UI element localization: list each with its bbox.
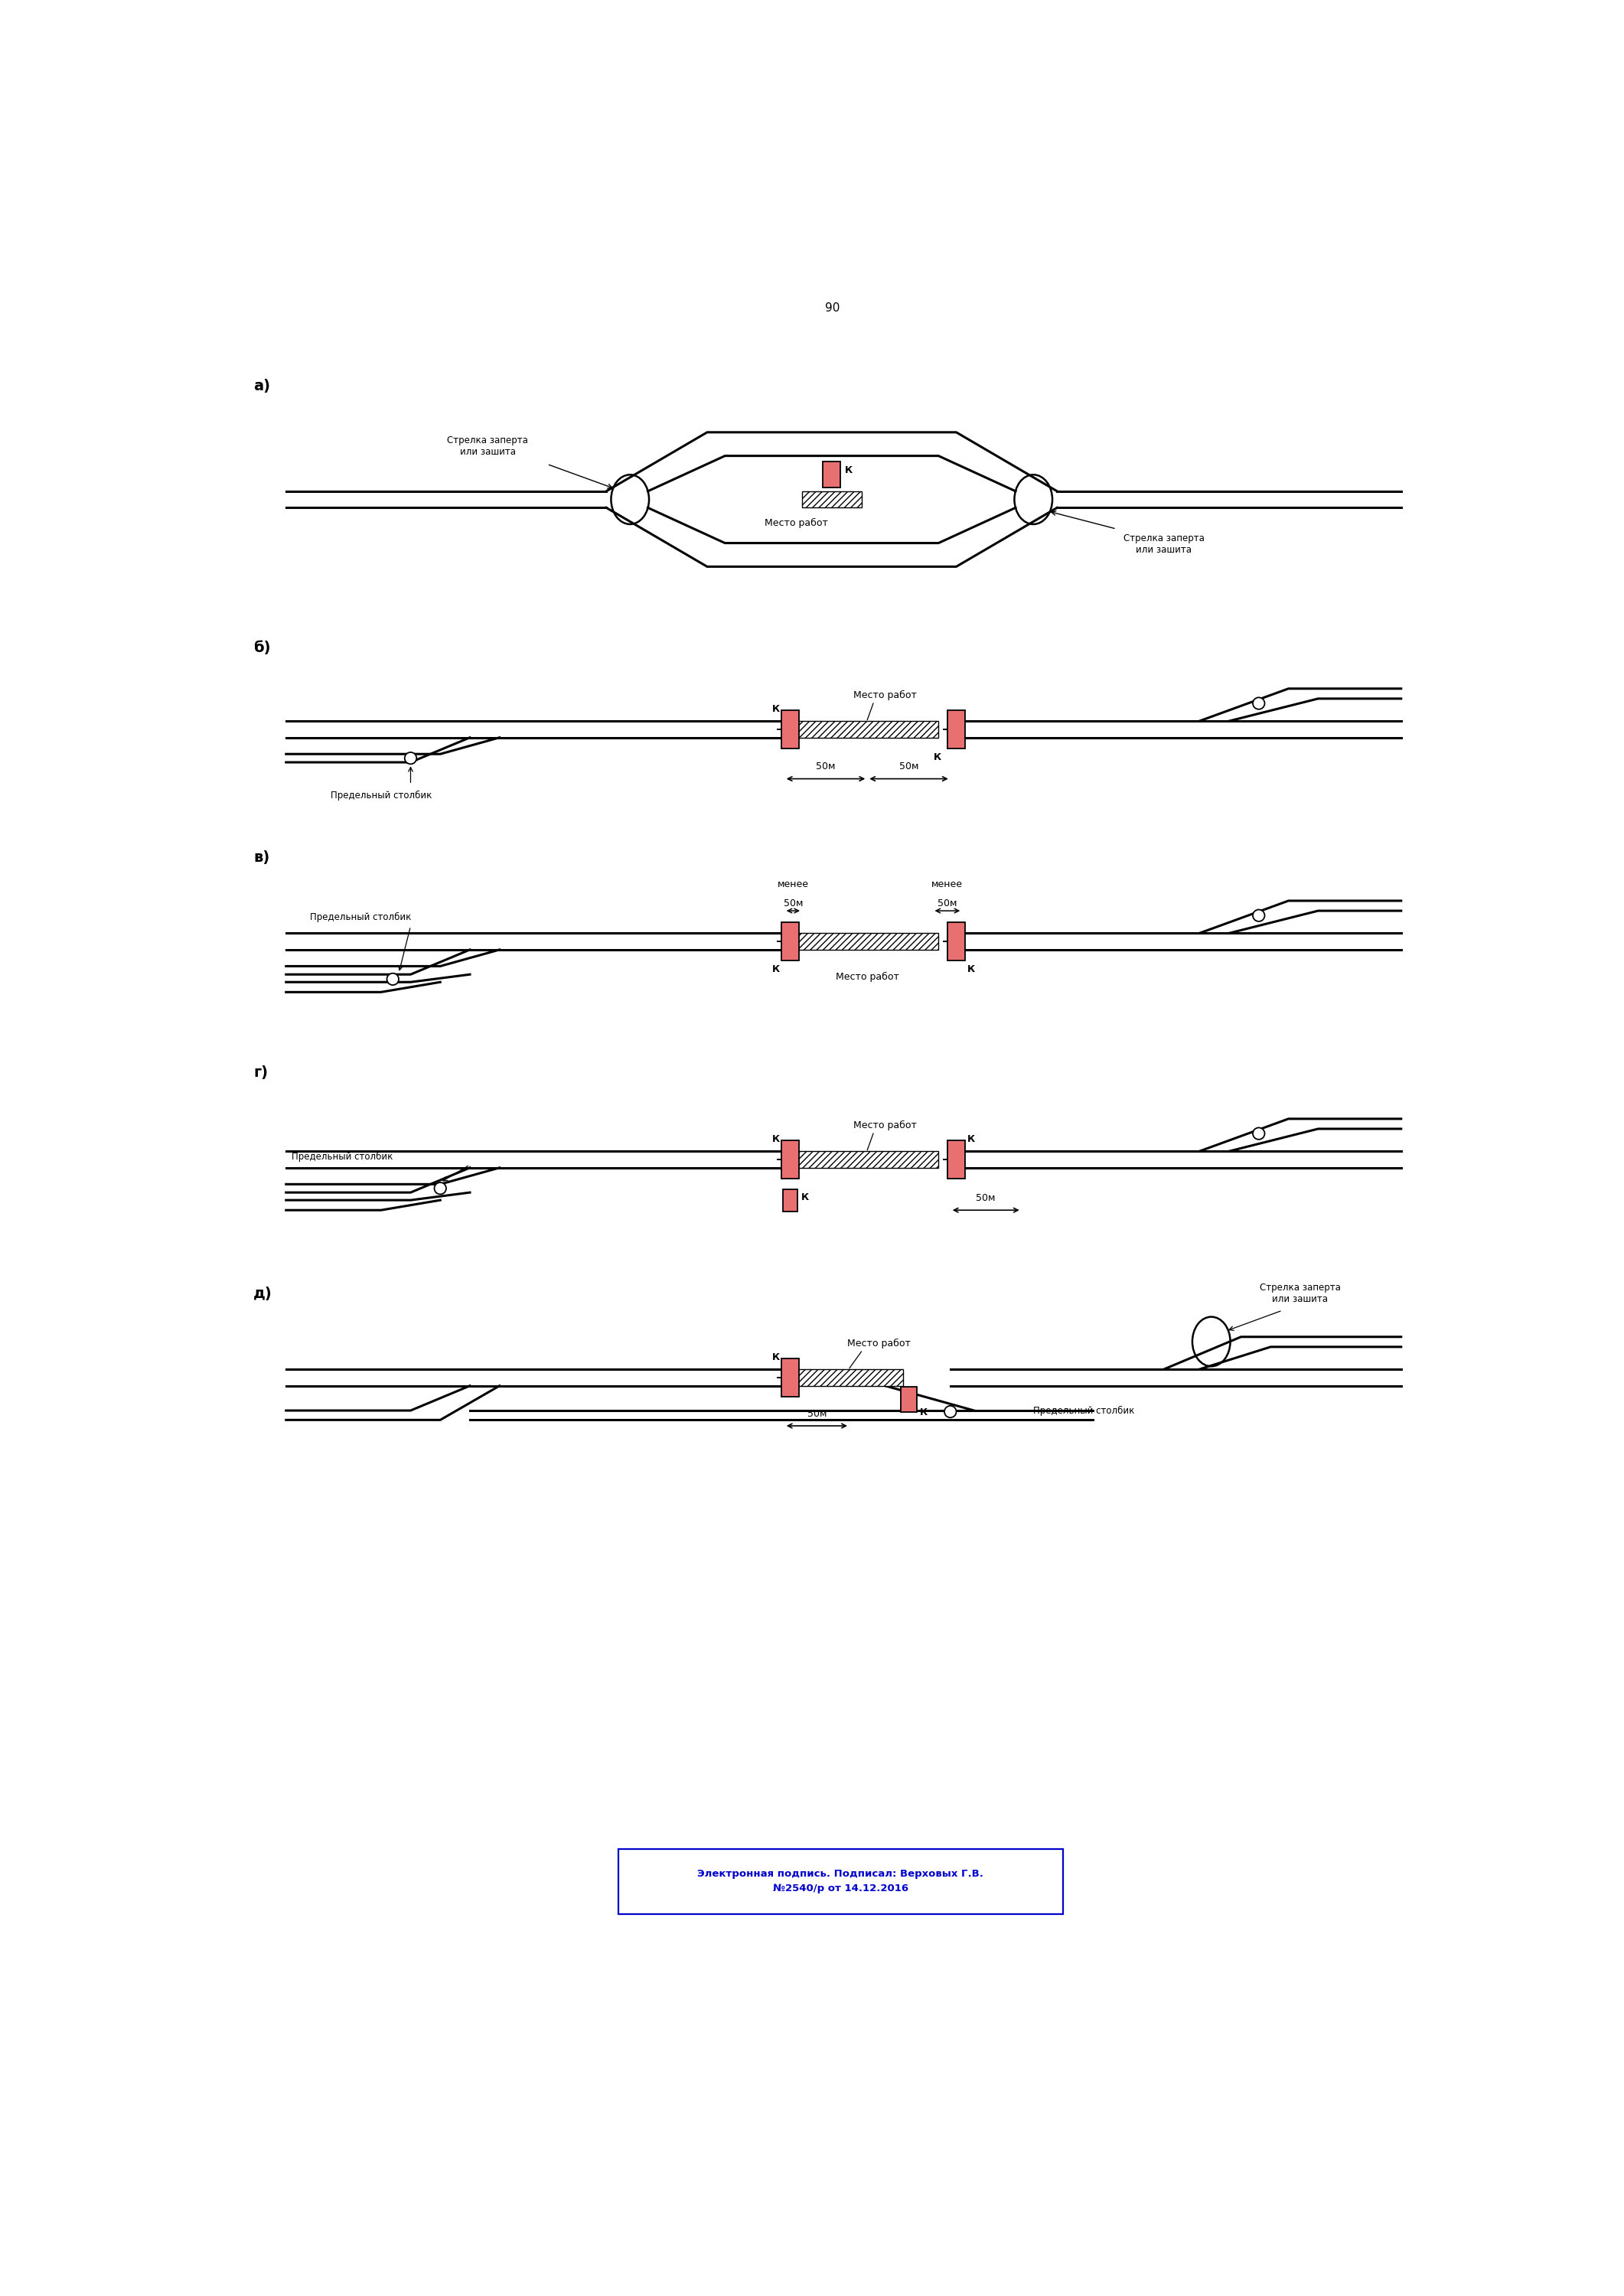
Text: К: К	[934, 753, 942, 762]
Text: Стрелка заперта
или зашита: Стрелка заперта или зашита	[1124, 533, 1205, 556]
Bar	[796, 721, 939, 737]
Bar	[796, 1150, 939, 1169]
Text: 90: 90	[825, 303, 840, 315]
Text: 50м: 50м	[807, 1410, 827, 1419]
Text: К: К	[919, 1407, 927, 1417]
Text: Стрелка заперта
или зашита: Стрелка заперта или зашита	[447, 436, 528, 457]
Text: 50м: 50м	[937, 898, 957, 909]
Text: К: К	[801, 1192, 809, 1203]
Circle shape	[404, 753, 416, 765]
Circle shape	[387, 974, 400, 985]
Bar	[802, 491, 861, 507]
Circle shape	[434, 1182, 447, 1194]
Text: К: К	[844, 466, 853, 475]
Bar	[947, 1141, 965, 1178]
Text: 50м: 50м	[815, 762, 835, 771]
Circle shape	[945, 1405, 957, 1417]
Text: Предельный столбик: Предельный столбик	[330, 790, 432, 801]
Bar	[947, 709, 965, 748]
Text: К: К	[966, 964, 974, 974]
Text: Место работ: Место работ	[853, 691, 918, 700]
Text: 50м: 50м	[783, 898, 802, 909]
Bar	[781, 1141, 799, 1178]
Text: Место работ: Место работ	[836, 971, 900, 983]
Text: К: К	[771, 964, 780, 974]
Text: Место работ: Место работ	[853, 1120, 918, 1130]
Bar	[796, 1368, 903, 1387]
FancyBboxPatch shape	[619, 1848, 1064, 1915]
Bar	[781, 923, 799, 960]
Text: а): а)	[253, 379, 270, 393]
Text: 50м: 50м	[976, 1194, 996, 1203]
Text: в): в)	[253, 850, 270, 866]
Text: Место работ: Место работ	[848, 1339, 911, 1348]
Text: К: К	[771, 1134, 780, 1143]
Circle shape	[1252, 1127, 1265, 1139]
Text: 50м: 50м	[900, 762, 919, 771]
Bar	[781, 709, 799, 748]
Text: Стрелка заперта
или зашита: Стрелка заперта или зашита	[1260, 1283, 1341, 1304]
Text: д): д)	[253, 1286, 273, 1302]
Text: Предельный столбик: Предельный столбик	[291, 1153, 393, 1162]
Bar	[796, 932, 939, 951]
Text: менее: менее	[932, 879, 963, 889]
Bar	[781, 1359, 799, 1396]
Bar	[901, 1387, 918, 1412]
Text: Место работ: Место работ	[765, 519, 828, 528]
Circle shape	[1252, 698, 1265, 709]
Text: менее: менее	[778, 879, 809, 889]
Text: г): г)	[253, 1065, 268, 1079]
Text: К: К	[966, 1134, 974, 1143]
Text: Предельный столбик: Предельный столбик	[1033, 1405, 1135, 1417]
Text: Электронная подпись. Подписал: Верховых Г.В.
№2540/р от 14.12.2016: Электронная подпись. Подписал: Верховых …	[698, 1869, 984, 1894]
Text: Предельный столбик: Предельный столбик	[310, 912, 411, 923]
Text: б): б)	[253, 641, 271, 654]
Text: К: К	[771, 705, 780, 714]
Bar	[783, 1189, 797, 1212]
Circle shape	[1252, 909, 1265, 921]
Bar	[823, 461, 841, 487]
Bar	[947, 923, 965, 960]
Text: К: К	[771, 1352, 780, 1362]
